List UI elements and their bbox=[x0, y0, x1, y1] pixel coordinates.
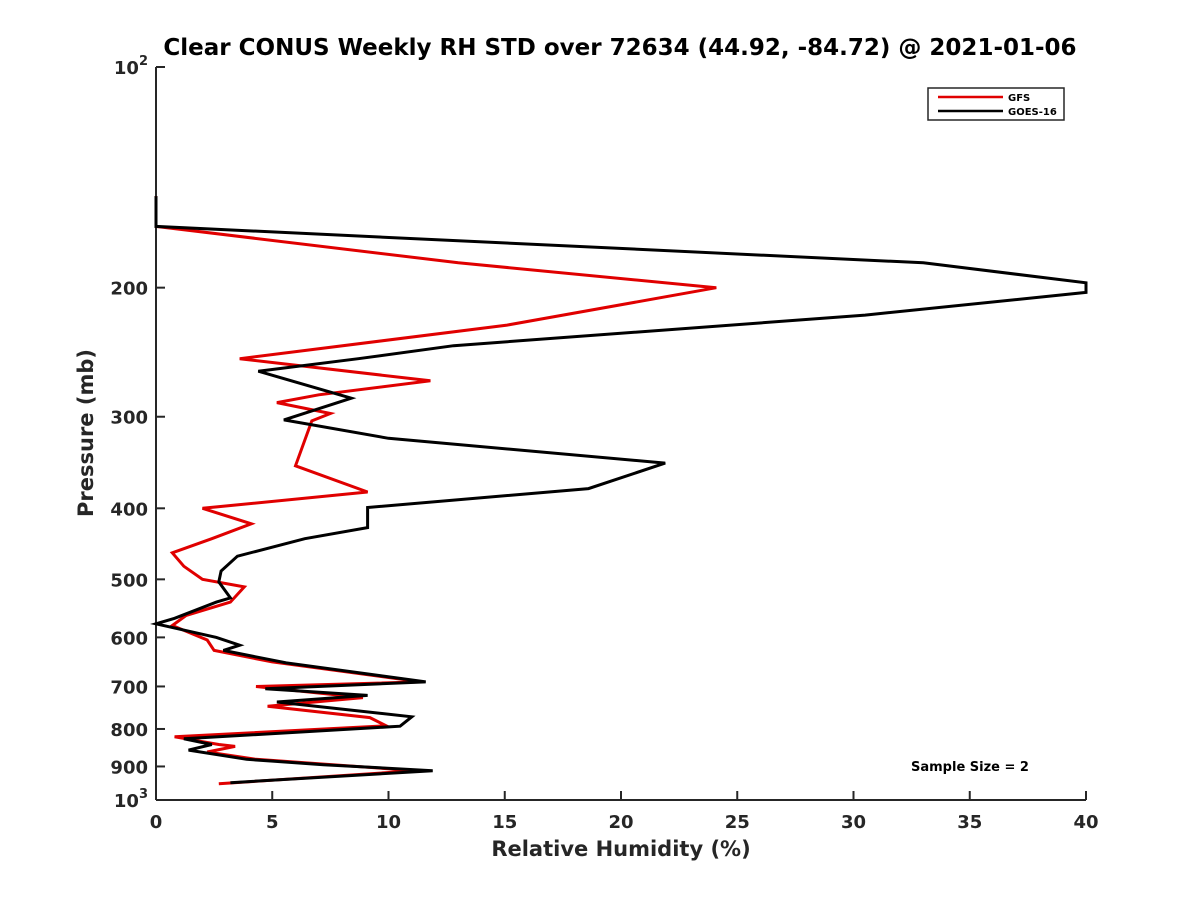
legend-label-gfs: GFS bbox=[1008, 93, 1030, 104]
y-tick-label-base: 300 bbox=[110, 408, 148, 429]
x-axis-label: Relative Humidity (%) bbox=[491, 837, 750, 861]
y-tick-label-base: 200 bbox=[110, 279, 148, 300]
x-tick-label: 15 bbox=[492, 812, 517, 833]
y-tick-label-exponent: 2 bbox=[139, 54, 148, 69]
x-tick-label: 0 bbox=[150, 812, 163, 833]
y-tick-label: 600 bbox=[110, 628, 148, 649]
y-tick-label: 900 bbox=[110, 757, 148, 778]
y-tick-label-base: 10 bbox=[114, 791, 139, 812]
series-layer bbox=[150, 196, 1088, 786]
x-tick-label: 10 bbox=[376, 812, 401, 833]
chart-title: Clear CONUS Weekly RH STD over 72634 (44… bbox=[163, 35, 1076, 61]
y-tick-label-base: 10 bbox=[114, 58, 139, 79]
y-tick-label-exponent: 3 bbox=[139, 787, 148, 802]
y-tick-label: 102 bbox=[114, 54, 148, 79]
y-tick-label-base: 600 bbox=[110, 628, 148, 649]
y-tick-label-base: 900 bbox=[110, 757, 148, 778]
y-tick-label-base: 800 bbox=[110, 720, 148, 741]
x-tick-label: 25 bbox=[725, 812, 750, 833]
y-tick-label: 200 bbox=[110, 279, 148, 300]
x-tick-label: 40 bbox=[1073, 812, 1098, 833]
series-line-goes16 bbox=[150, 196, 1088, 785]
sample-size-annotation: Sample Size = 2 bbox=[911, 760, 1029, 775]
legend: GFS GOES-16 bbox=[927, 87, 1065, 121]
y-tick-label: 400 bbox=[110, 499, 148, 520]
y-tick-label: 500 bbox=[110, 570, 148, 591]
series-line-gfs bbox=[154, 196, 717, 786]
x-tick-label: 35 bbox=[957, 812, 982, 833]
x-tick-label: 30 bbox=[841, 812, 866, 833]
y-tick-label-base: 400 bbox=[110, 499, 148, 520]
y-axis-label: Pressure (mb) bbox=[74, 349, 98, 517]
x-tick-label: 5 bbox=[266, 812, 279, 833]
x-tick-label: 20 bbox=[608, 812, 633, 833]
legend-box bbox=[927, 87, 1065, 121]
y-tick-label: 700 bbox=[110, 677, 148, 698]
y-tick-label: 800 bbox=[110, 720, 148, 741]
y-tick-label-base: 500 bbox=[110, 570, 148, 591]
y-tick-label: 300 bbox=[110, 408, 148, 429]
legend-label-goes16: GOES-16 bbox=[1008, 107, 1057, 118]
x-axis-ticks: 0 5 10 15 20 25 30 35 40 bbox=[150, 791, 1099, 833]
y-tick-label: 103 bbox=[114, 787, 148, 812]
y-tick-label-base: 700 bbox=[110, 677, 148, 698]
